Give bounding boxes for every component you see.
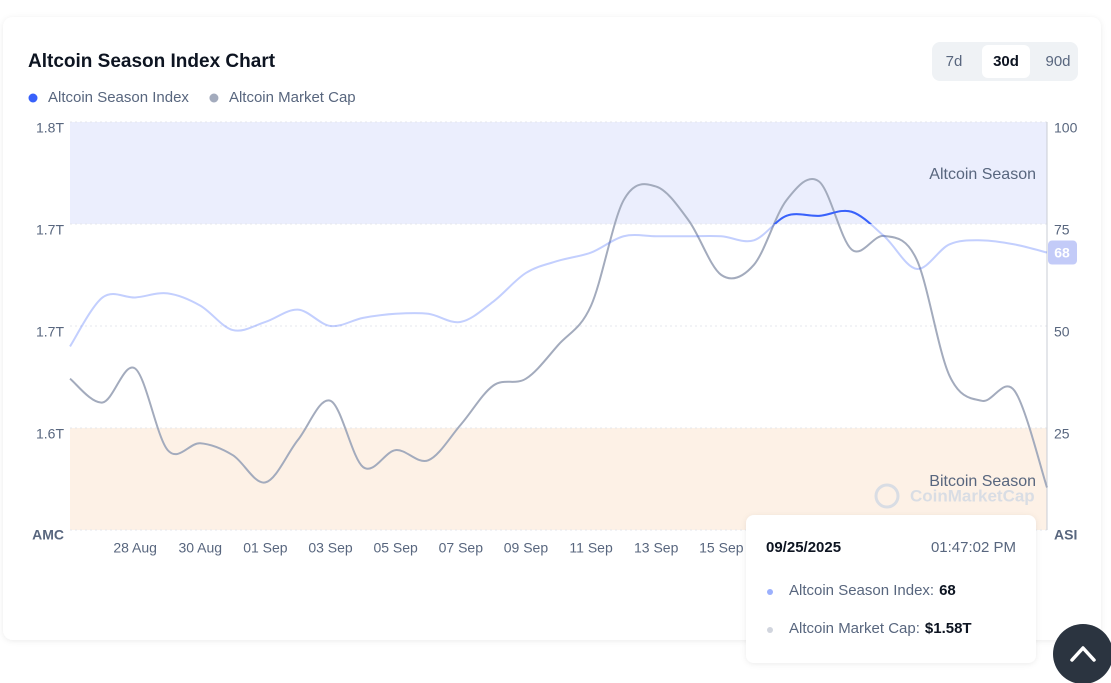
y2-tick-label: 25	[1054, 426, 1070, 442]
legend-label: Altcoin Market Cap	[229, 89, 356, 106]
y2-axis-title: ASI	[1054, 527, 1077, 543]
period-button[interactable]: 90d	[1045, 53, 1070, 70]
band-label: Altcoin Season	[929, 166, 1036, 183]
scroll-top-button[interactable]	[1053, 624, 1111, 683]
tooltip: 09/25/2025 01:47:02 PM Altcoin Season Inde…	[746, 515, 1036, 663]
line-series	[69, 209, 1048, 347]
x-tick-label: 30 Aug	[178, 540, 222, 556]
y-axis-title: AMC	[32, 527, 64, 543]
tooltip-dot	[767, 589, 773, 595]
x-tick-label: 03 Sep	[308, 540, 353, 556]
period-label: 30d	[993, 53, 1019, 70]
band	[70, 122, 1047, 224]
x-tick-label: 07 Sep	[439, 540, 484, 556]
legend-label: Altcoin Season Index	[48, 89, 189, 106]
last-value-badge	[1048, 240, 1077, 265]
tooltip-date: 09/25/2025	[766, 539, 841, 556]
y2-tick-label: 75	[1054, 222, 1070, 238]
x-tick-label: 28 Aug	[113, 540, 157, 556]
x-tick-label: 05 Sep	[373, 540, 418, 556]
line-series	[69, 178, 1048, 488]
x-tick-label: 01 Sep	[243, 540, 288, 556]
x-tick-label: 11 Sep	[569, 540, 613, 556]
period-label: 7d	[946, 53, 963, 70]
y-tick-label: 1.6T	[36, 426, 64, 442]
period-button[interactable]: 7d	[946, 53, 963, 70]
scroll-top-circle	[1053, 624, 1111, 683]
x-tick-label: 15 Sep	[699, 540, 744, 556]
watermark-logo	[874, 483, 900, 509]
x-tick-label: 13 Sep	[634, 540, 679, 556]
legend-dot	[209, 93, 219, 103]
period-button-bg	[982, 45, 1030, 78]
band	[70, 428, 1047, 530]
band-label: Bitcoin Season	[929, 473, 1036, 490]
period-label: 90d	[1045, 53, 1070, 70]
y2-tick-label: 50	[1054, 324, 1070, 340]
last-value-label: 68	[1054, 244, 1070, 260]
watermark: CoinMarketCap	[910, 486, 1035, 505]
tooltip-dot	[767, 627, 773, 633]
tooltip-row-value: $1.58T	[925, 620, 972, 637]
tooltip-time: 01:47:02 PM	[931, 539, 1016, 556]
tooltip-row-label: Altcoin Market Cap:	[789, 620, 920, 637]
tooltip-row-value: 68	[939, 582, 956, 599]
x-tick-label: 09 Sep	[504, 540, 549, 556]
period-button[interactable]: 30d	[982, 45, 1030, 78]
y-tick-label: 1.7T	[36, 222, 64, 238]
legend-dot	[28, 93, 38, 103]
y-tick-label: 1.7T	[36, 324, 64, 340]
y2-tick-label: 100	[1054, 120, 1078, 136]
y-tick-label: 1.8T	[36, 120, 64, 136]
tooltip-row-label: Altcoin Season Index:	[789, 582, 934, 599]
tooltip-box	[746, 515, 1036, 663]
chart-title: Altcoin Season Index Chart	[28, 51, 276, 72]
scroll-top-icon	[1070, 646, 1096, 662]
